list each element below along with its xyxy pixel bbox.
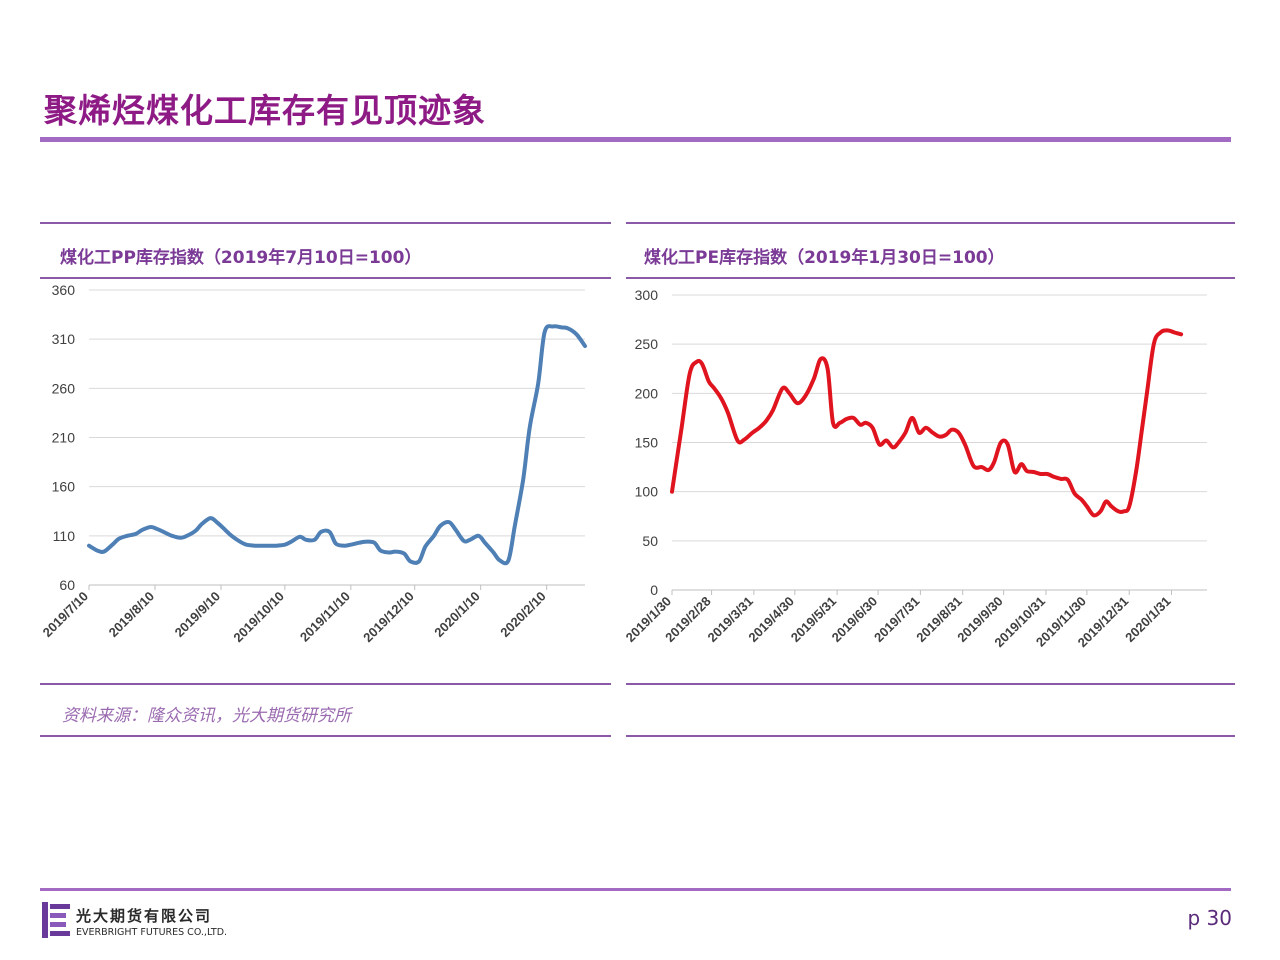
right-panel-top-rule [626, 222, 1235, 224]
right-panel-bottom-rule [626, 683, 1235, 685]
company-name-cn: 光大期货有限公司 [76, 907, 213, 925]
right-panel-source-rule [626, 735, 1235, 737]
left-panel-title-rule [40, 277, 611, 279]
pe-y-tick-label: 50 [642, 533, 658, 549]
pp-y-tick-label: 310 [52, 331, 76, 347]
left-panel-top-rule [40, 222, 611, 224]
pe-chart-title: 煤化工PE库存指数（2019年1月30日=100） [644, 248, 1005, 268]
right-panel-title-rule [626, 277, 1235, 279]
left-panel-source-rule [40, 735, 611, 737]
pp-y-tick-label: 260 [52, 380, 76, 396]
pp-y-tick-label: 360 [52, 282, 76, 298]
title-divider [40, 137, 1231, 142]
pe-x-tick-label: 2020/1/31 [1122, 594, 1174, 646]
pp-y-tick-label: 110 [53, 528, 76, 544]
pp-y-tick-label: 210 [52, 430, 76, 446]
pp-y-tick-label: 160 [52, 479, 76, 495]
page-title: 聚烯烃煤化工库存有见顶迹象 [44, 91, 486, 130]
footer-divider [40, 888, 1231, 891]
pe-series-line [670, 328, 1184, 518]
left-panel-bottom-rule [40, 683, 611, 685]
pe-y-tick-label: 0 [650, 582, 658, 598]
company-name-en: EVERBRIGHT FUTURES CO.,LTD. [76, 927, 228, 938]
pe-y-tick-label: 300 [635, 287, 659, 303]
pp-series-line [87, 324, 587, 566]
pe-y-tick-label: 150 [635, 435, 659, 451]
pe-y-tick-label: 250 [635, 336, 659, 352]
pp-chart-title: 煤化工PP库存指数（2019年7月10日=100） [60, 248, 422, 268]
pp-y-tick-label: 60 [59, 577, 75, 593]
pe-x-tick-label: 2019/6/30 [829, 594, 881, 646]
page-number: p 30 [1187, 906, 1232, 930]
pe-y-tick-label: 200 [635, 385, 659, 401]
pe-y-tick-label: 100 [635, 484, 659, 500]
source-note: 资料来源：隆众资讯，光大期货研究所 [62, 706, 351, 726]
everbright-logo-icon [42, 902, 70, 938]
